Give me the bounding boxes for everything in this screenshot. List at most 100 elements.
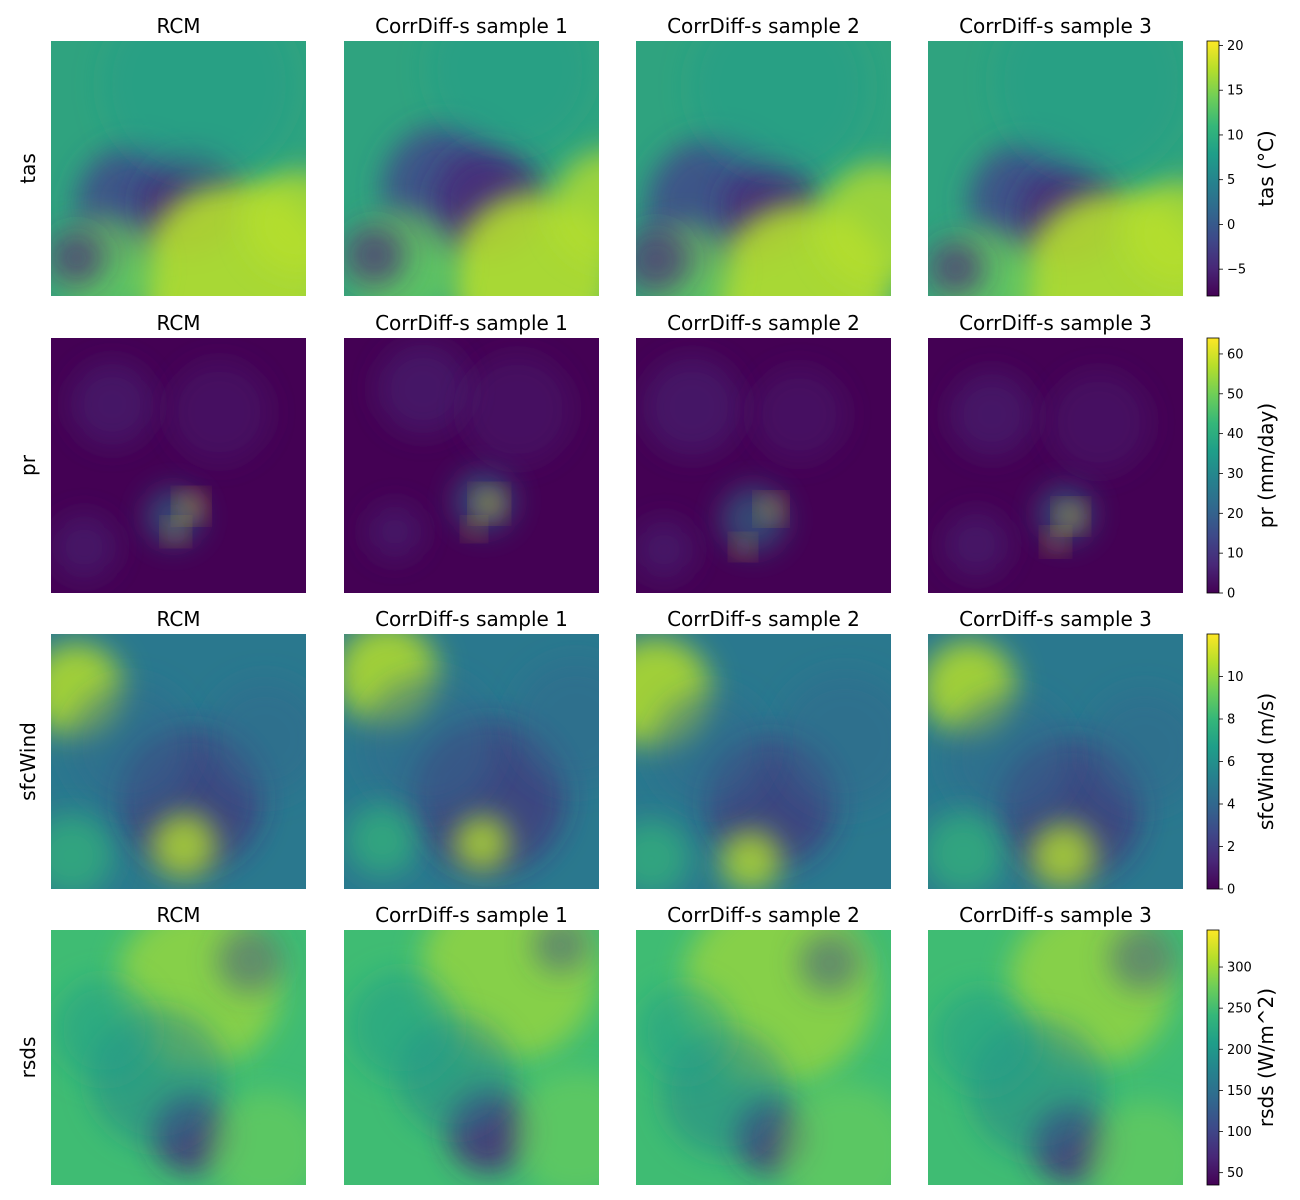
colorbar-tick-label: 10 — [1227, 547, 1244, 562]
row-label-tas: tas — [16, 153, 40, 184]
field-feature — [776, 672, 891, 810]
field-feature — [167, 523, 185, 541]
heatmap-rsds-2 — [636, 930, 891, 1185]
field-feature — [512, 659, 599, 787]
panel-title: RCM — [156, 14, 200, 38]
colorbar-sfcWind — [1206, 633, 1220, 890]
field-feature — [51, 514, 118, 581]
field-feature — [1030, 822, 1097, 889]
colorbar-tick-label: 30 — [1227, 467, 1244, 482]
panel-title: CorrDiff-s sample 1 — [375, 14, 568, 38]
field-feature — [69, 362, 155, 447]
heatmap-tas-0 — [51, 41, 306, 296]
colorbar-tick-label: 250 — [1227, 1002, 1252, 1017]
heatmap-tas-1 — [344, 41, 599, 296]
field-feature — [636, 820, 690, 889]
field-feature — [636, 519, 695, 581]
field-feature — [637, 985, 732, 1079]
row-label-pr: pr — [16, 454, 40, 476]
field-feature — [817, 164, 891, 286]
colorbar-label: tas (°C) — [1254, 130, 1278, 206]
field-feature — [636, 227, 690, 294]
colorbar-tick-label: 0 — [1227, 883, 1235, 898]
field-feature — [943, 511, 1010, 578]
field-feature — [532, 930, 589, 974]
colorbar-tick-label: 5 — [1227, 173, 1235, 188]
field-feature — [1060, 506, 1082, 527]
field-feature — [206, 679, 306, 798]
field-feature — [1109, 930, 1176, 992]
panel-title: CorrDiff-s sample 3 — [959, 607, 1152, 631]
field-feature — [512, 1070, 599, 1185]
labels: tas RCM CorrDiff-s sample 1 CorrDiff-s samp… — [16, 14, 1152, 1078]
field-feature — [467, 522, 482, 537]
panel-title: CorrDiff-s sample 1 — [375, 311, 568, 335]
field-feature — [181, 496, 202, 517]
panel-title: CorrDiff-s sample 2 — [667, 903, 860, 927]
heatmap-pr-1 — [344, 338, 599, 593]
field-feature — [347, 971, 458, 1082]
field-feature — [216, 930, 283, 994]
colorbar-tick-label: 40 — [1227, 427, 1244, 442]
colorbar-rsds — [1206, 929, 1220, 1186]
field-feature — [689, 41, 869, 177]
field-feature — [344, 224, 406, 286]
field-feature — [359, 674, 497, 813]
colorbar-tick-label: 150 — [1227, 1084, 1252, 1099]
panel-title: CorrDiff-s sample 1 — [375, 903, 568, 927]
field-feature — [453, 814, 510, 872]
panel-title: CorrDiff-s sample 2 — [667, 14, 860, 38]
colorbar-label: sfcWind (m/s) — [1254, 693, 1278, 830]
heatmap-sfcWind-2 — [636, 634, 891, 889]
field-feature — [168, 360, 271, 463]
field-feature — [51, 229, 105, 286]
row-label-rsds: rsds — [16, 1037, 40, 1079]
field-feature — [478, 492, 501, 515]
colorbar-tick-label: −5 — [1227, 263, 1246, 278]
colorbar-tick-label: 200 — [1227, 1043, 1252, 1058]
colorbar-tick-label: 10 — [1227, 128, 1244, 143]
field-feature — [642, 357, 742, 457]
panels-grid — [51, 41, 1183, 1185]
heatmap-rsds-1 — [344, 930, 599, 1185]
colorbar-tick-label: 300 — [1227, 961, 1252, 976]
colorbar-tick-label: 50 — [1227, 387, 1244, 402]
field-feature — [752, 367, 847, 462]
field-feature — [462, 354, 573, 465]
field-feature — [928, 812, 1005, 889]
field-feature — [720, 486, 787, 553]
field-feature — [150, 812, 217, 879]
field-feature — [776, 1083, 891, 1185]
field-feature — [102, 41, 296, 181]
panel-title: CorrDiff-s sample 2 — [667, 311, 860, 335]
field-feature — [799, 932, 861, 994]
field-feature — [1126, 180, 1183, 284]
field-feature — [1047, 371, 1150, 474]
colorbar-tick-label: 2 — [1227, 840, 1235, 855]
panel-title: CorrDiff-s sample 3 — [959, 311, 1152, 335]
field-feature — [51, 814, 113, 889]
field-feature — [761, 499, 781, 519]
heatmap-rsds-3 — [928, 930, 1183, 1185]
field-feature — [347, 805, 418, 876]
field-feature — [53, 978, 156, 1081]
field-feature — [933, 988, 1036, 1091]
field-feature — [66, 682, 194, 810]
field-feature — [945, 692, 1074, 821]
field-feature — [206, 1090, 306, 1185]
panel-title: CorrDiff-s sample 1 — [375, 607, 568, 631]
heatmap-sfcWind-3 — [928, 634, 1183, 889]
colorbar-label: pr (mm/day) — [1254, 403, 1278, 528]
colorbar-tick-label: 4 — [1227, 798, 1235, 813]
field-feature — [720, 830, 782, 889]
field-feature — [377, 343, 469, 435]
heatmap-pr-2 — [636, 338, 891, 593]
colorbar-tas — [1206, 40, 1220, 297]
field-feature — [651, 690, 769, 808]
field-feature — [928, 239, 985, 296]
colorbar-tick-label: 0 — [1227, 218, 1235, 233]
field-feature — [553, 151, 599, 262]
field-feature — [1047, 533, 1064, 551]
